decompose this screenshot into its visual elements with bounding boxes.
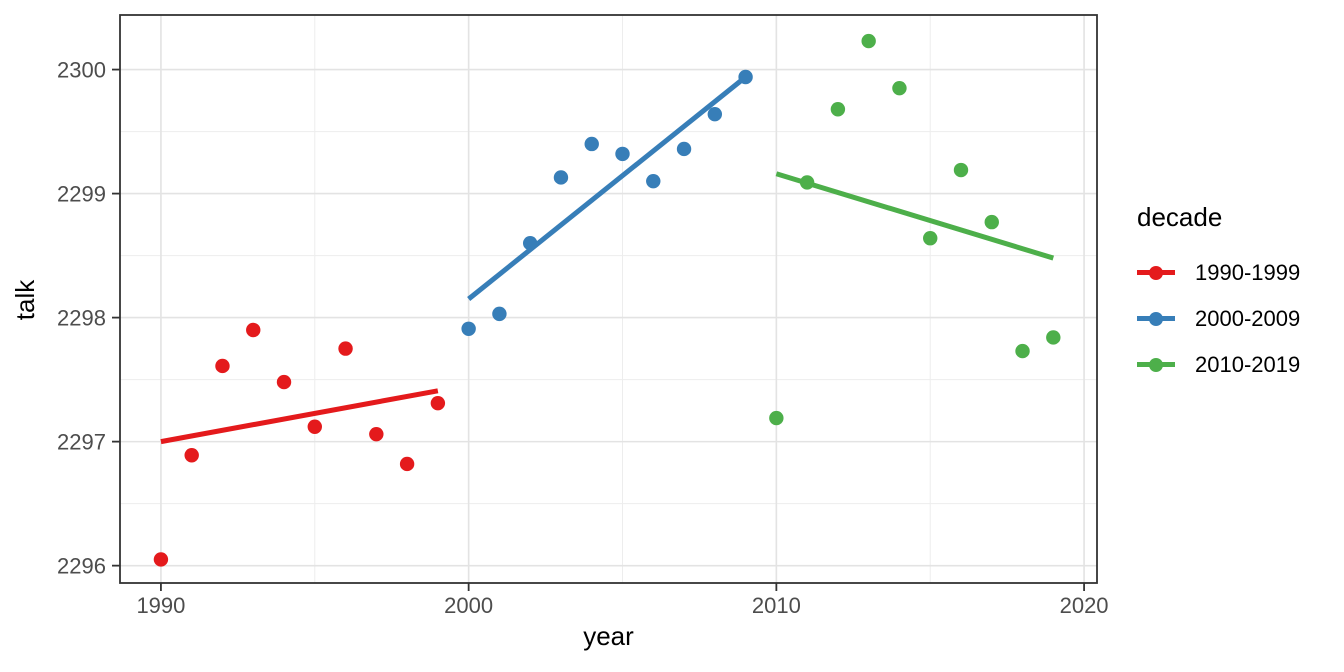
legend-label: 2010-2019: [1195, 352, 1301, 377]
x-tick-label: 2020: [1060, 593, 1109, 618]
data-point-2000-2009-2000: [461, 321, 476, 336]
y-tick-label: 2299: [57, 182, 106, 207]
trend-line-2010-2019: [775, 171, 1055, 261]
y-tick-label: 2298: [57, 306, 106, 331]
plot-panel: [120, 15, 1097, 583]
data-point-1990-1999-1996: [338, 341, 353, 356]
data-point-2000-2009-2006: [646, 173, 661, 189]
legend-entries: 1990-1999 2000-2009 2010-2019: [1137, 258, 1300, 380]
legend-key-green-icon: [1137, 350, 1175, 380]
legend-key-dot: [1149, 358, 1163, 372]
legend-label: 2000-2009: [1195, 306, 1301, 331]
data-point-2010-2019-2015: [923, 231, 938, 246]
legend-entry-2010-2019: 2010-2019: [1137, 350, 1300, 380]
y-tick-label: 2297: [57, 430, 106, 455]
panel-border: [119, 14, 1098, 584]
data-point-1990-1999-1994: [276, 374, 292, 390]
y-axis-title: talk: [10, 279, 40, 321]
data-point-2010-2019-2012: [830, 102, 846, 117]
trend-line-2000-2009: [467, 75, 748, 301]
x-tick-label: 2000: [444, 593, 493, 618]
data-point-1990-1999-1997: [369, 426, 384, 442]
legend-key-blue-icon: [1137, 304, 1175, 334]
data-point-2010-2019-2014: [892, 80, 907, 96]
data-point-1990-1999-1992: [215, 358, 230, 374]
data-point-2000-2009-2007: [676, 141, 692, 157]
data-point-2000-2009-2003: [553, 170, 569, 185]
legend-key-red-icon: [1137, 258, 1175, 288]
data-point-2010-2019-2010: [769, 410, 784, 426]
data-point-2010-2019-2017: [984, 214, 999, 230]
data-point-1990-1999-1998: [399, 456, 415, 472]
x-axis-title: year: [583, 621, 634, 651]
data-point-2010-2019-2019: [1046, 330, 1061, 345]
data-point-2010-2019-2016: [953, 162, 969, 178]
data-point-1990-1999-1990: [153, 552, 169, 567]
y-tick-label: 2296: [57, 554, 106, 579]
data-point-2000-2009-2008: [707, 107, 723, 122]
data-point-2000-2009-2001: [492, 306, 507, 322]
legend-entry-2000-2009: 2000-2009: [1137, 304, 1300, 334]
data-point-1990-1999-1991: [184, 448, 199, 463]
trend-line-1990-1999: [160, 388, 439, 445]
data-point-2000-2009-2004: [584, 136, 599, 152]
data-point-1990-1999-1993: [246, 322, 261, 338]
data-point-2000-2009-2005: [615, 146, 630, 162]
legend-entry-1990-1999: 1990-1999: [1137, 258, 1300, 288]
x-tick-label: 2010: [752, 593, 801, 618]
x-tick-label: 1990: [136, 593, 185, 618]
legend-key-dot: [1149, 266, 1163, 280]
legend: decade 1990-1999 2000-2009: [1137, 202, 1300, 380]
y-tick-label: 2300: [57, 58, 106, 83]
legend-label: 1990-1999: [1195, 260, 1301, 285]
data-point-1990-1999-1999: [430, 395, 446, 411]
data-point-2010-2019-2013: [861, 33, 876, 49]
legend-title: decade: [1137, 202, 1223, 232]
data-point-1990-1999-1995: [307, 419, 322, 434]
legend-key-dot: [1149, 312, 1163, 326]
data-point-2010-2019-2018: [1015, 343, 1030, 359]
